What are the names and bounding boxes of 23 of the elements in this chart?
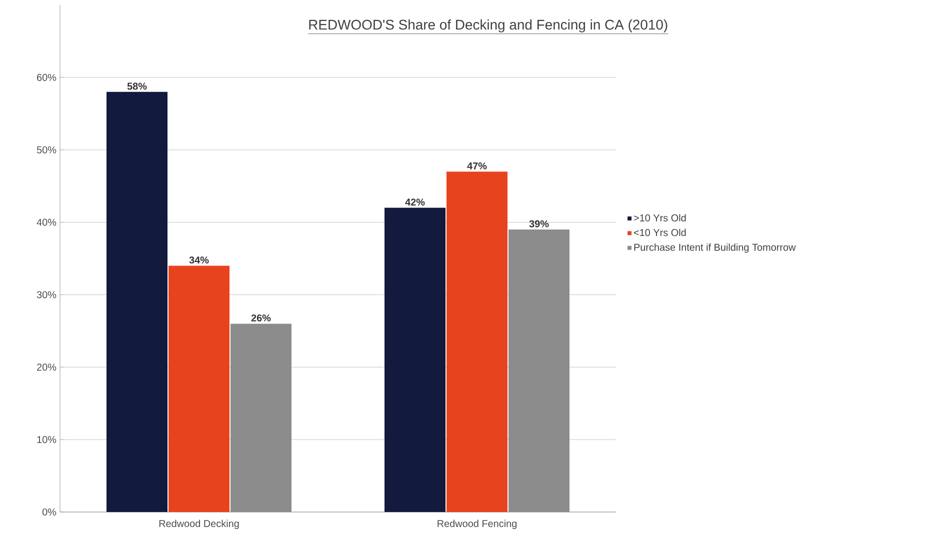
y-tick-label: 60% xyxy=(37,74,56,81)
y-tick-label: 20% xyxy=(37,364,56,371)
data-label: 39% xyxy=(529,220,549,228)
x-tick-label: Redwood Decking xyxy=(159,520,239,530)
legend-label: >10 Yrs Old xyxy=(634,214,686,222)
legend-label: Purchase Intent if Building Tomorrow xyxy=(634,243,796,253)
y-tick-label: 10% xyxy=(37,436,56,444)
y-tick-label: 0% xyxy=(42,508,56,516)
y-tick-label: 40% xyxy=(36,218,56,226)
data-label: 26% xyxy=(251,314,271,322)
legend-label: <10 Yrs Old xyxy=(634,228,686,236)
x-tick-label: Redwood Fencing xyxy=(438,520,516,530)
data-label: 58% xyxy=(127,82,147,90)
bar xyxy=(106,92,168,512)
bar xyxy=(446,172,508,512)
data-label: 34% xyxy=(189,256,209,264)
data-label: 47% xyxy=(467,162,487,170)
bar xyxy=(168,266,230,512)
y-tick-label: 30% xyxy=(36,291,56,298)
y-tick-label: 50% xyxy=(36,146,56,154)
text: REDWOOD'S Share of Decking and Fencing in CA (2010) xyxy=(309,19,668,32)
bar xyxy=(384,208,446,512)
data-label: 42% xyxy=(405,198,425,206)
